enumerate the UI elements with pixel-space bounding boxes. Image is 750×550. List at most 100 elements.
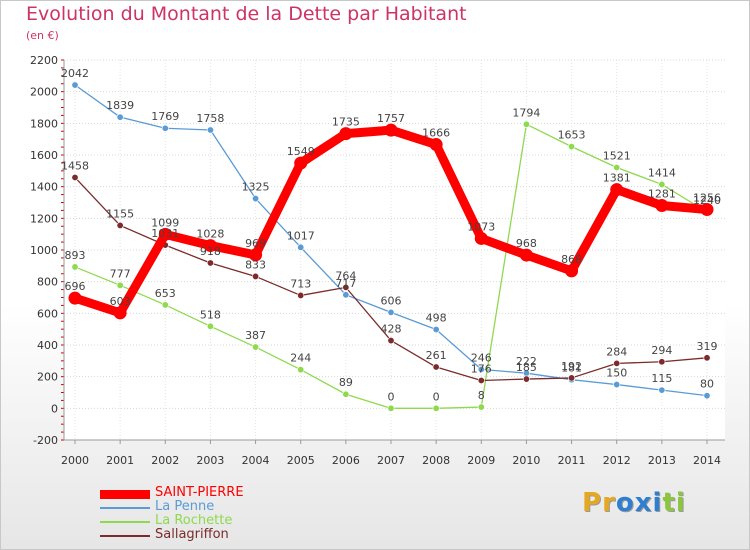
data-label: 1031 [151, 227, 179, 240]
data-point [522, 375, 530, 383]
data-point [613, 359, 621, 367]
data-label: 868 [561, 253, 582, 266]
legend-label: Sallagriffon [155, 527, 229, 542]
x-tick-label: 2004 [242, 454, 270, 467]
x-tick-label: 2009 [467, 454, 495, 467]
logo-letter: r [602, 488, 616, 518]
data-point [477, 376, 485, 384]
data-point [522, 120, 530, 128]
data-label: 284 [606, 345, 627, 358]
legend-label: SAINT-PIERRE [155, 485, 244, 500]
data-label: 968 [516, 237, 537, 250]
x-tick-label: 2013 [648, 454, 676, 467]
data-label: 89 [339, 376, 353, 389]
legend-swatch [100, 535, 150, 537]
y-tick-label: 800 [37, 276, 58, 289]
chart-title: Evolution du Montant de la Dette par Hab… [26, 3, 467, 25]
legend-swatch [100, 507, 150, 509]
data-label: 777 [110, 267, 131, 280]
logo-letter: x [634, 488, 653, 518]
data-label: 518 [200, 308, 221, 321]
data-point [387, 308, 395, 316]
y-tick-label: -200 [33, 434, 58, 447]
data-label: 0 [388, 390, 395, 403]
data-label: 764 [335, 269, 356, 282]
data-label: 1758 [196, 112, 224, 125]
logo-letter: P [582, 488, 603, 518]
y-tick-label: 200 [37, 371, 58, 384]
data-label: 893 [65, 249, 86, 262]
y-tick-label: 1400 [30, 181, 58, 194]
data-label: 918 [200, 245, 221, 258]
data-label: 150 [606, 367, 627, 380]
data-label: 1549 [287, 145, 315, 158]
data-point [252, 195, 260, 203]
data-label: 387 [245, 329, 266, 342]
data-label: 1769 [151, 110, 179, 123]
data-point [384, 123, 398, 137]
x-tick-label: 2006 [332, 454, 360, 467]
x-tick-label: 2005 [287, 454, 315, 467]
data-point [342, 390, 350, 398]
data-label: 1414 [648, 166, 676, 179]
data-label: 222 [516, 355, 537, 368]
data-point [297, 291, 305, 299]
data-point [297, 366, 305, 374]
y-tick-label: 1800 [30, 117, 58, 130]
data-label: 1325 [242, 181, 270, 194]
data-label: 969 [245, 237, 266, 250]
data-label: 1458 [61, 159, 89, 172]
data-point [206, 259, 214, 267]
data-point [203, 239, 217, 253]
data-label: 1017 [287, 229, 315, 242]
data-label: 1735 [332, 116, 360, 129]
data-point [432, 404, 440, 412]
data-point [658, 358, 666, 366]
legend-label: La Rochette [155, 513, 233, 528]
data-point [297, 243, 305, 251]
data-point [613, 381, 621, 389]
logo-letter: i [675, 488, 686, 518]
data-point [474, 231, 488, 245]
legend-item: Sallagriffon [100, 527, 320, 543]
data-label: 1073 [467, 220, 495, 233]
chart-subtitle: (en €) [26, 29, 59, 42]
data-label: 80 [700, 378, 714, 391]
data-label: 1240 [693, 194, 721, 207]
data-label: 1794 [512, 106, 540, 119]
data-point [429, 138, 443, 152]
data-label: 246 [471, 351, 492, 364]
x-tick-label: 2002 [151, 454, 179, 467]
legend-swatch [100, 490, 150, 499]
data-label: 653 [155, 287, 176, 300]
y-tick-label: 1000 [30, 244, 58, 257]
data-label: 8 [478, 389, 485, 402]
data-point [568, 374, 576, 382]
data-label: 696 [65, 280, 86, 293]
data-point [700, 202, 714, 216]
data-point [71, 81, 79, 89]
data-label: 1381 [603, 172, 631, 185]
data-label: 1757 [377, 112, 405, 125]
data-label: 319 [697, 340, 718, 353]
legend-label: La Penne [155, 499, 215, 514]
logo-letter: o [615, 488, 635, 518]
data-point [658, 386, 666, 394]
data-point [116, 113, 124, 121]
data-label: 1521 [603, 150, 631, 163]
data-label: 1666 [422, 127, 450, 140]
data-point [161, 124, 169, 132]
data-point [342, 283, 350, 291]
data-point [339, 127, 353, 141]
data-point [613, 164, 621, 172]
data-label: 0 [433, 390, 440, 403]
y-tick-label: 400 [37, 339, 58, 352]
data-point [432, 363, 440, 371]
data-label: 428 [381, 323, 402, 336]
data-point [519, 248, 533, 262]
data-point [432, 325, 440, 333]
data-label: 1281 [648, 188, 676, 201]
data-label: 294 [651, 344, 672, 357]
data-point [477, 403, 485, 411]
